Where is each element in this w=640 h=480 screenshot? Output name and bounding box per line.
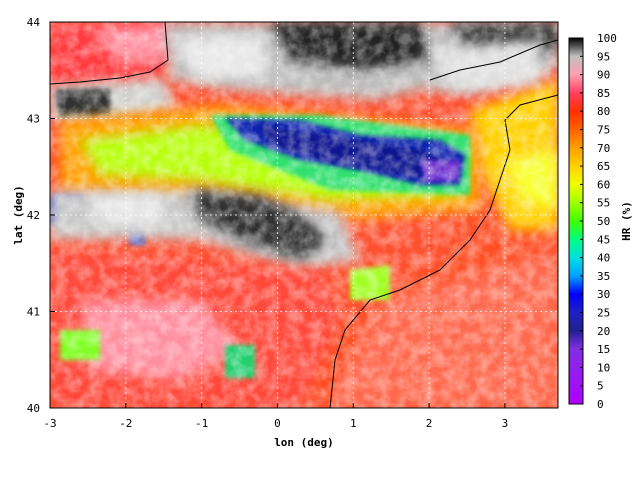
colorbar-tick-label: 25 — [597, 307, 610, 320]
colorbar-tick-label: 40 — [597, 252, 610, 265]
x-tick-label: 2 — [426, 417, 433, 430]
x-tick-label: -2 — [119, 417, 132, 430]
y-axis-label: lat (deg) — [12, 185, 25, 245]
y-tick-label: 43 — [27, 113, 40, 126]
colorbar-tick-label: 45 — [597, 233, 610, 246]
colorbar-tick-label: 85 — [597, 87, 610, 100]
y-tick-label: 40 — [27, 402, 40, 415]
colorbar-tick-label: 95 — [597, 50, 610, 63]
colorbar-label: HR (%) — [620, 201, 633, 241]
x-tick-label: 3 — [502, 417, 509, 430]
y-tick-label: 42 — [27, 209, 40, 222]
x-axis-label: lon (deg) — [274, 436, 334, 449]
y-tick-label: 44 — [27, 16, 41, 29]
colorbar-tick-label: 50 — [597, 215, 610, 228]
colorbar-tick-label: 100 — [597, 32, 617, 45]
colorbar-tick-label: 15 — [597, 343, 610, 356]
colorbar-tick-label: 30 — [597, 288, 610, 301]
colorbar-tick-label: 5 — [597, 380, 604, 393]
y-axis: 40 41 42 43 44 — [27, 16, 55, 415]
x-tick-label: -3 — [43, 417, 56, 430]
colorbar-ticks: 0 5 10 15 20 25 30 35 40 45 50 55 60 65 70 75 80 85 90 95 10… — [580, 32, 617, 411]
x-tick-label: -1 — [195, 417, 208, 430]
colorbar-tick-label: 35 — [597, 270, 610, 283]
x-tick-label: 0 — [274, 417, 281, 430]
colorbar-tick-label: 80 — [597, 105, 610, 118]
x-axis: -3 -2 -1 0 1 2 3 — [43, 403, 508, 430]
colorbar-tick-label: 60 — [597, 178, 610, 191]
colorbar-tick-label: 70 — [597, 142, 610, 155]
colorbar-tick-label: 90 — [597, 69, 610, 82]
colorbar-tick-label: 65 — [597, 160, 610, 173]
colorbar-tick-label: 10 — [597, 361, 610, 374]
x-tick-label: 1 — [350, 417, 357, 430]
y-tick-label: 41 — [27, 306, 40, 319]
colorbar-tick-label: 75 — [597, 124, 610, 137]
coastline — [50, 22, 558, 408]
grid — [50, 22, 558, 408]
colorbar-tick-label: 55 — [597, 197, 610, 210]
colorbar-tick-label: 20 — [597, 325, 610, 338]
colorbar-tick-label: 0 — [597, 398, 604, 411]
